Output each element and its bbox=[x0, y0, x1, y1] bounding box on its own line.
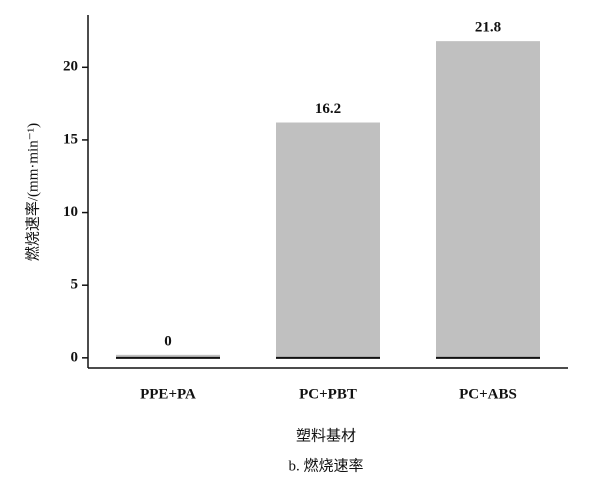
bar bbox=[276, 122, 380, 358]
y-tick-label: 15 bbox=[63, 131, 78, 147]
y-tick-label: 10 bbox=[63, 204, 78, 220]
y-tick-label: 20 bbox=[63, 59, 78, 75]
caption: b. 燃烧速率 bbox=[288, 456, 363, 474]
x-tick-label: PC+PBT bbox=[299, 386, 357, 402]
x-tick-label: PC+ABS bbox=[459, 386, 517, 402]
value-label: 21.8 bbox=[475, 20, 501, 36]
value-label: 16.2 bbox=[315, 101, 341, 117]
x-axis-label: 塑料基材 bbox=[296, 427, 356, 444]
x-tick-label: PPE+PA bbox=[140, 386, 196, 402]
y-axis-label: 燃烧速率/(mm·min⁻¹) bbox=[23, 123, 41, 261]
y-tick-label: 5 bbox=[71, 277, 79, 293]
bar bbox=[116, 354, 220, 358]
y-tick-label: 0 bbox=[71, 349, 79, 365]
bar bbox=[436, 41, 540, 358]
value-label: 0 bbox=[164, 333, 172, 349]
